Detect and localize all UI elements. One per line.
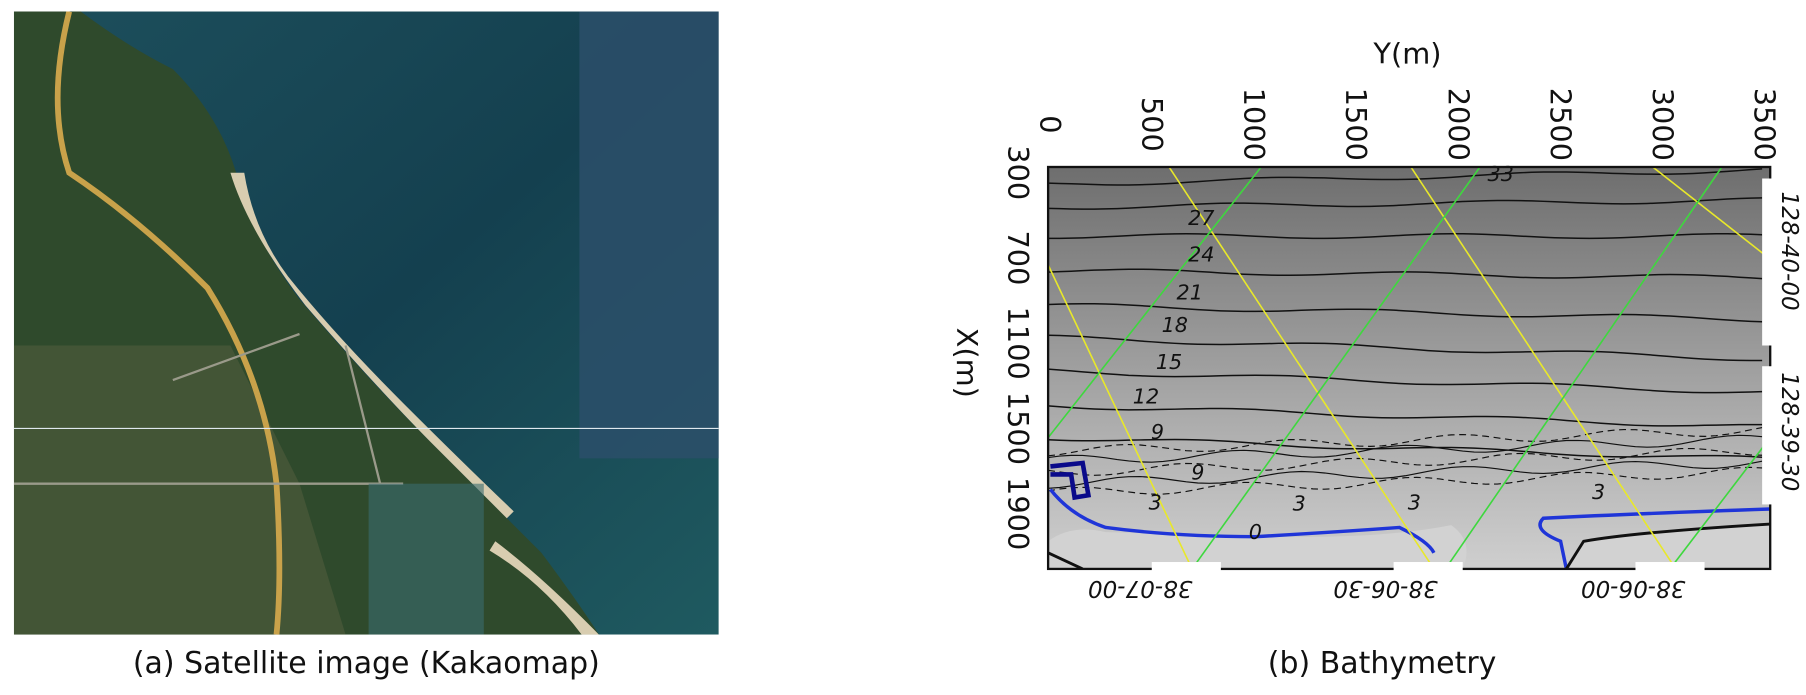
contour-line bbox=[1048, 197, 1763, 210]
survey-line bbox=[1652, 166, 1771, 260]
contour-label: 33 bbox=[1488, 162, 1514, 186]
contour-label: 3 bbox=[1293, 491, 1306, 515]
side-label: 128-40-00 bbox=[1776, 192, 1802, 311]
contour-line bbox=[1048, 368, 1763, 394]
top-tick-label: 500 bbox=[1135, 97, 1169, 152]
contour-line bbox=[1048, 168, 1763, 186]
top-tick-label: 0 bbox=[1033, 115, 1067, 133]
bottom-label: 38-06-00 bbox=[1581, 575, 1685, 601]
caption: (a) Satellite image (Kakaomap) bbox=[133, 646, 600, 681]
survey-line bbox=[1669, 437, 1771, 569]
top-tick-label: 3500 bbox=[1747, 88, 1781, 161]
contour-line bbox=[1048, 466, 1763, 495]
top-tick-label: 2500 bbox=[1543, 88, 1577, 161]
contour-label: 12 bbox=[1133, 384, 1159, 408]
top-tick-label: 3000 bbox=[1645, 88, 1679, 161]
left-tick-label: 1500 bbox=[1001, 392, 1035, 465]
contour-label: 3 bbox=[1592, 480, 1605, 504]
axis-title: Y(m) bbox=[1372, 36, 1441, 70]
contour-label: 9 bbox=[1151, 420, 1164, 444]
bottom-label: 38-07-00 bbox=[1088, 575, 1192, 601]
contour-line bbox=[1048, 303, 1763, 323]
survey-line bbox=[1168, 166, 1435, 569]
left-tick-label: 1100 bbox=[1001, 307, 1035, 380]
contour-label: 0 bbox=[1249, 520, 1262, 544]
bottom-label: 38-06-30 bbox=[1333, 575, 1437, 601]
survey-line bbox=[1048, 264, 1193, 569]
contour-line bbox=[1048, 334, 1763, 362]
contour-line bbox=[1048, 233, 1763, 240]
survey-line bbox=[1048, 166, 1262, 439]
contour-label: 27 bbox=[1188, 206, 1214, 230]
contour-label: 9 bbox=[1191, 460, 1204, 484]
contour-label: 24 bbox=[1188, 243, 1214, 267]
survey-line bbox=[1191, 166, 1481, 569]
survey-line bbox=[1444, 166, 1723, 569]
contour-line bbox=[1048, 447, 1763, 476]
axis-title: X(m) bbox=[950, 328, 984, 398]
contour-label: 3 bbox=[1149, 490, 1162, 514]
top-tick-label: 1500 bbox=[1339, 88, 1373, 161]
contour-line bbox=[1048, 438, 1763, 458]
bathymetry-map bbox=[1048, 166, 1771, 569]
caption: (b) Bathymetry bbox=[1268, 646, 1497, 681]
contour-label: 18 bbox=[1162, 313, 1188, 337]
top-tick-label: 2000 bbox=[1441, 88, 1475, 161]
survey-line bbox=[1410, 166, 1677, 569]
left-tick-label: 300 bbox=[1001, 145, 1035, 200]
side-label: 128-39-30 bbox=[1776, 372, 1802, 491]
satellite-image bbox=[13, 11, 719, 635]
contour-line bbox=[1048, 427, 1763, 457]
left-tick-label: 700 bbox=[1001, 231, 1035, 286]
left-tick-label: 1900 bbox=[1001, 477, 1035, 550]
top-tick-label: 1000 bbox=[1237, 88, 1271, 161]
contour-line bbox=[1048, 405, 1763, 427]
contour-label: 15 bbox=[1156, 350, 1182, 374]
contour-label: 21 bbox=[1177, 281, 1203, 305]
contour-line bbox=[1048, 460, 1763, 489]
contour-line bbox=[1048, 434, 1763, 463]
contour-label: 3 bbox=[1408, 490, 1421, 514]
